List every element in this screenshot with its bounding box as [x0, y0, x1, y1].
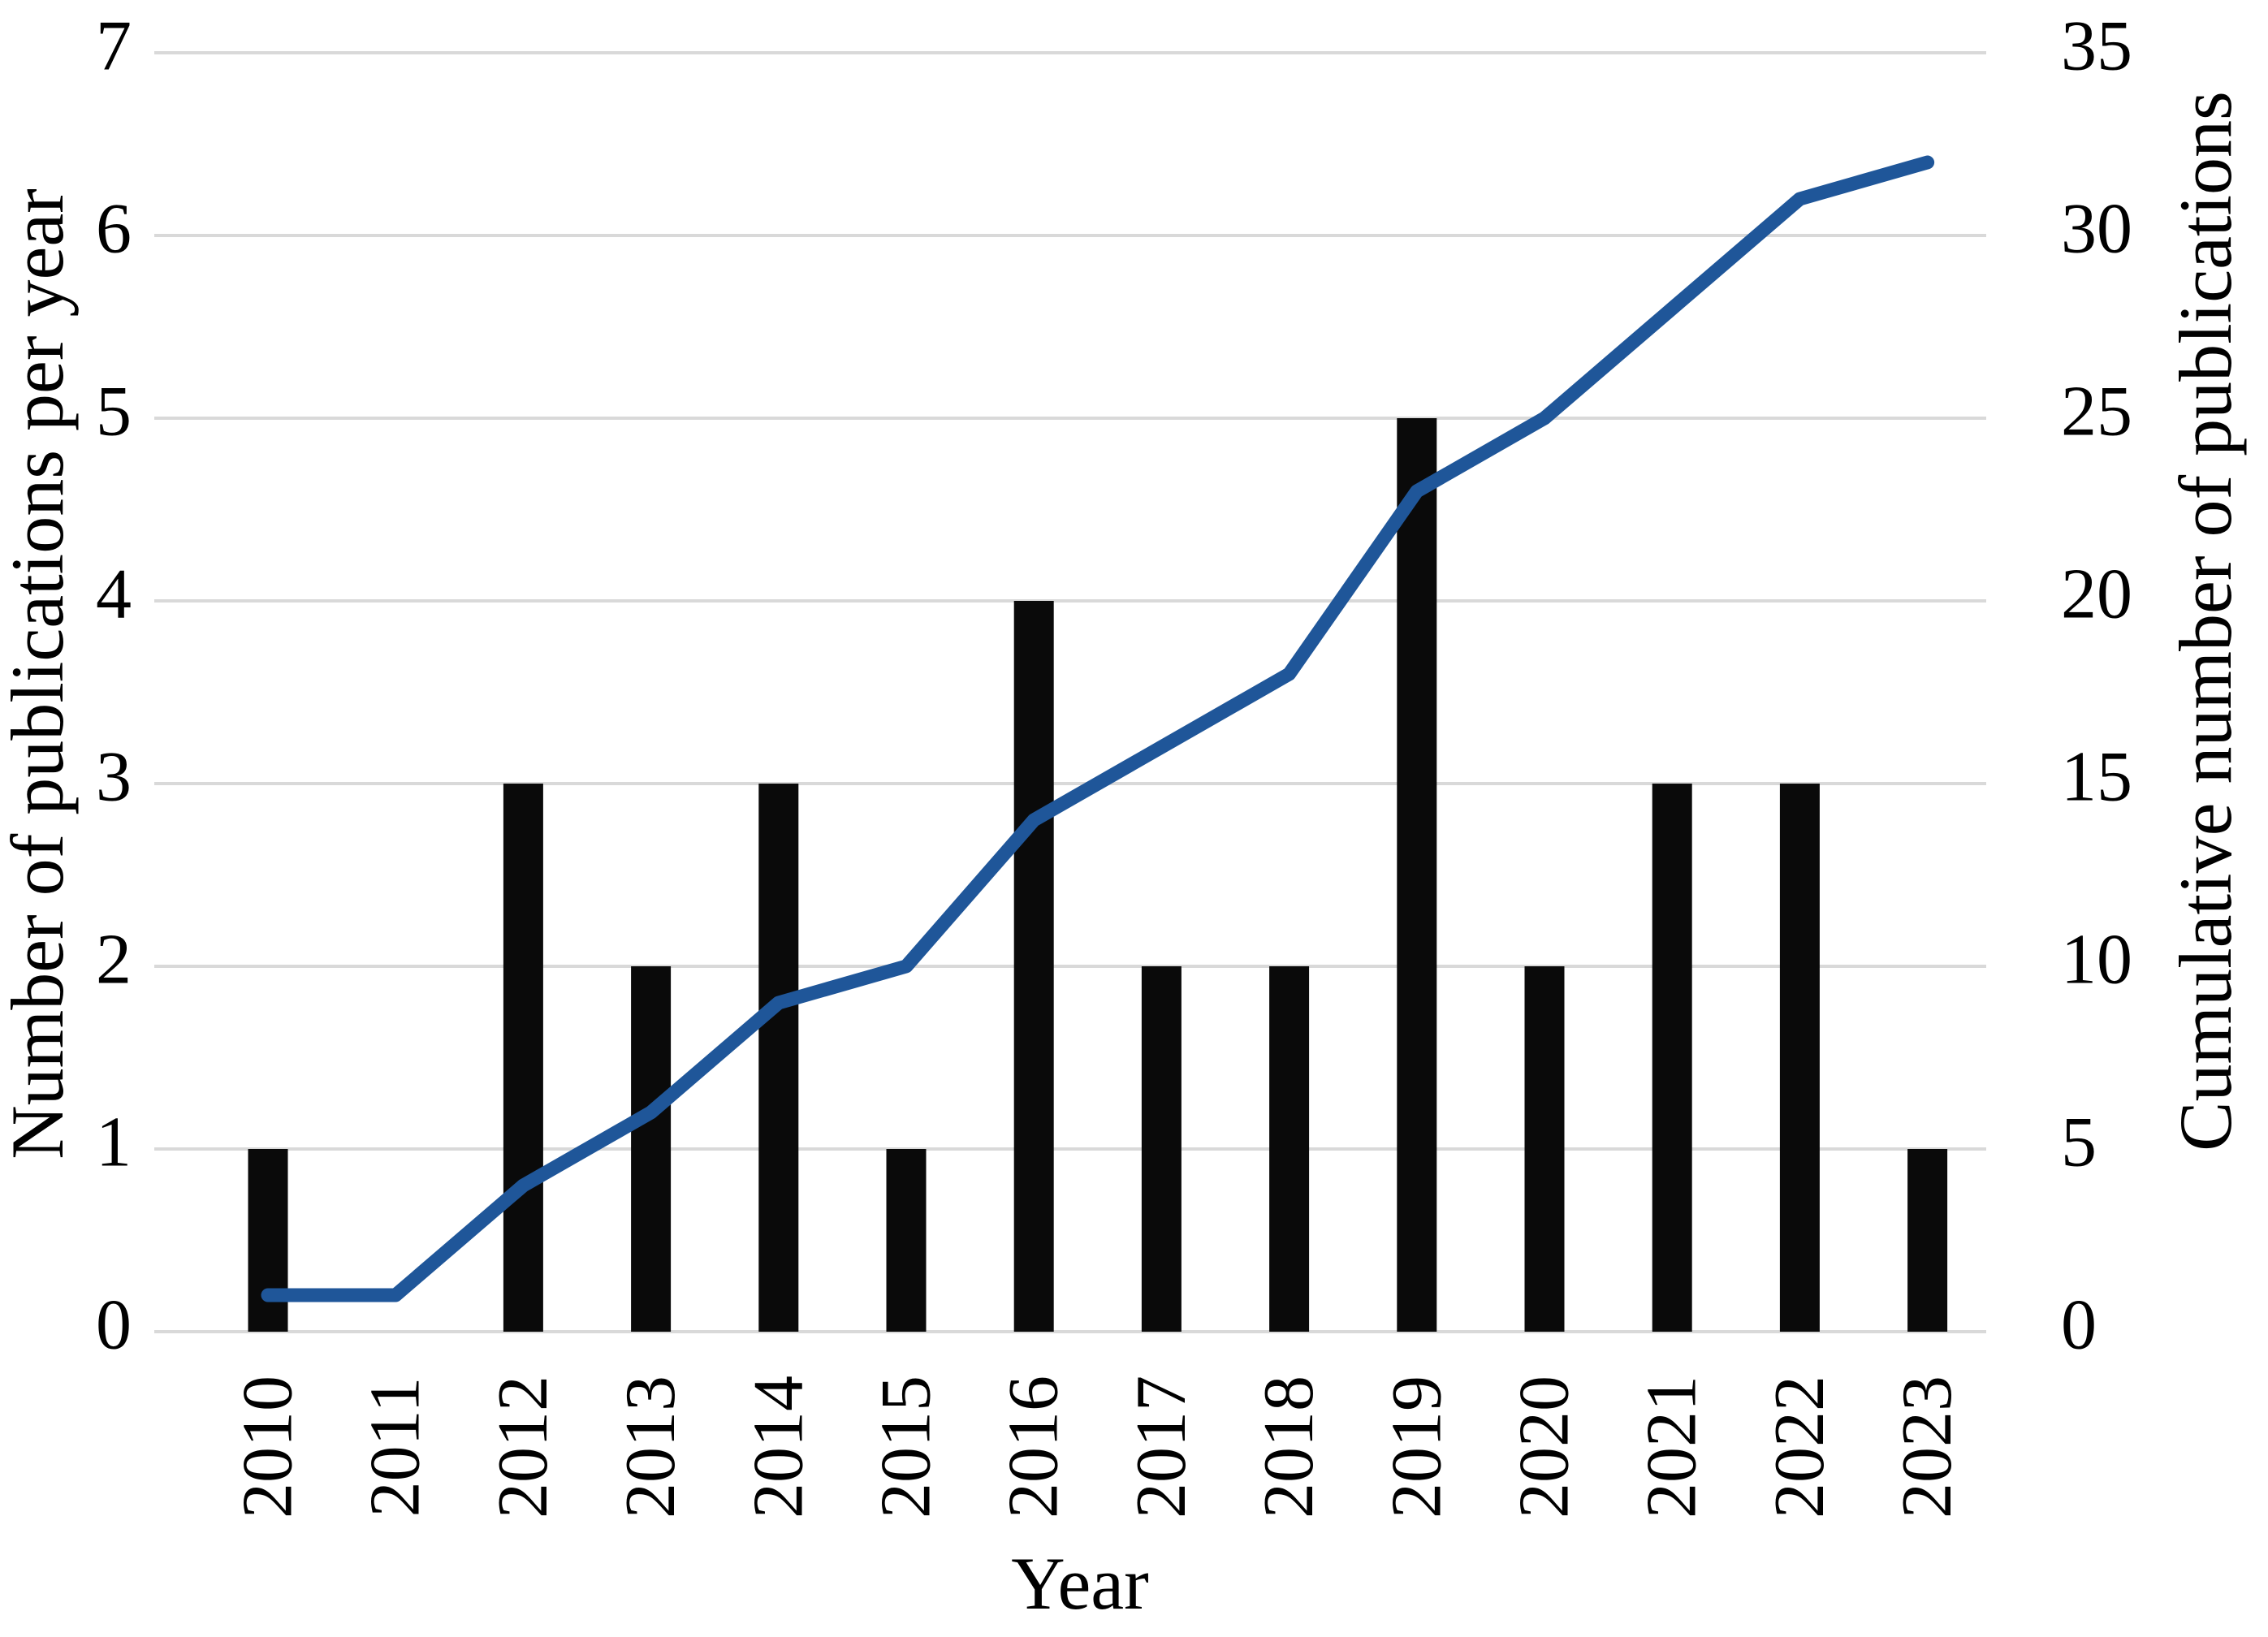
bar-2017	[1141, 966, 1182, 1332]
right-axis-tick-label: 10	[2061, 921, 2132, 1000]
x-tick-label-2016: 2016	[995, 1376, 1074, 1518]
right-axis-tick-label: 30	[2061, 190, 2132, 269]
bars-series	[248, 418, 1948, 1332]
x-tick-label-2015: 2015	[867, 1376, 946, 1518]
left-axis-tick-label: 3	[96, 738, 132, 817]
x-tick-label-2018: 2018	[1250, 1376, 1328, 1518]
x-tick-label-2011: 2011	[356, 1377, 435, 1518]
left-axis-tick-label: 2	[96, 921, 132, 1000]
right-axis-tick-labels: 0 5 10 15 20 25 30 35	[2061, 7, 2132, 1365]
gridlines	[154, 51, 1986, 1333]
bar-2018	[1269, 966, 1310, 1332]
x-axis-tick-labels: 2010 2011 2012 2013 2014 2015 2016 2017 2018 2019…	[229, 1376, 1968, 1518]
bar-2013	[631, 966, 672, 1332]
left-axis-tick-label: 0	[96, 1286, 132, 1365]
x-tick-label-2020: 2020	[1506, 1376, 1584, 1518]
x-tick-label-2022: 2022	[1760, 1376, 1839, 1518]
right-axis-tick-label: 35	[2061, 7, 2132, 86]
x-tick-label-2012: 2012	[484, 1376, 563, 1518]
left-axis-tick-label: 4	[96, 555, 132, 634]
left-axis-tick-label: 7	[96, 7, 132, 86]
left-axis-title: Number of publications per year	[0, 188, 79, 1160]
x-axis-title: Year	[1011, 1542, 1149, 1625]
bar-2019	[1397, 418, 1437, 1332]
bar-2023	[1907, 1149, 1948, 1332]
x-tick-label-2017: 2017	[1122, 1376, 1201, 1518]
right-axis-tick-label: 0	[2061, 1286, 2097, 1365]
right-axis-tick-label: 15	[2061, 738, 2132, 817]
bar-2022	[1779, 784, 1820, 1332]
bar-2010	[248, 1149, 288, 1332]
right-axis-tick-label: 5	[2061, 1104, 2097, 1182]
x-tick-label-2023: 2023	[1888, 1376, 1967, 1518]
left-axis-tick-label: 1	[96, 1104, 132, 1182]
bar-2016	[1013, 601, 1054, 1332]
x-tick-label-2019: 2019	[1377, 1376, 1456, 1518]
x-tick-label-2021: 2021	[1633, 1376, 1712, 1518]
right-axis-tick-label: 25	[2061, 373, 2132, 451]
bar-2020	[1524, 966, 1565, 1332]
bar-2012	[503, 784, 543, 1332]
left-axis-tick-label: 5	[96, 373, 132, 451]
bar-2021	[1652, 784, 1692, 1332]
x-tick-label-2010: 2010	[229, 1376, 308, 1518]
bar-2015	[886, 1149, 927, 1332]
cumulative-line	[261, 155, 1935, 1302]
right-axis-title: Cumulative number of publications	[2164, 91, 2247, 1151]
bar-2014	[758, 784, 799, 1332]
x-tick-label-2014: 2014	[739, 1376, 818, 1518]
left-axis-tick-label: 6	[96, 190, 132, 269]
x-tick-label-2013: 2013	[611, 1376, 690, 1518]
right-axis-tick-label: 20	[2061, 555, 2132, 634]
left-axis-tick-labels: 0 1 2 3 4 5 6 7	[96, 7, 132, 1365]
cumulative-line-series	[261, 155, 1935, 1302]
